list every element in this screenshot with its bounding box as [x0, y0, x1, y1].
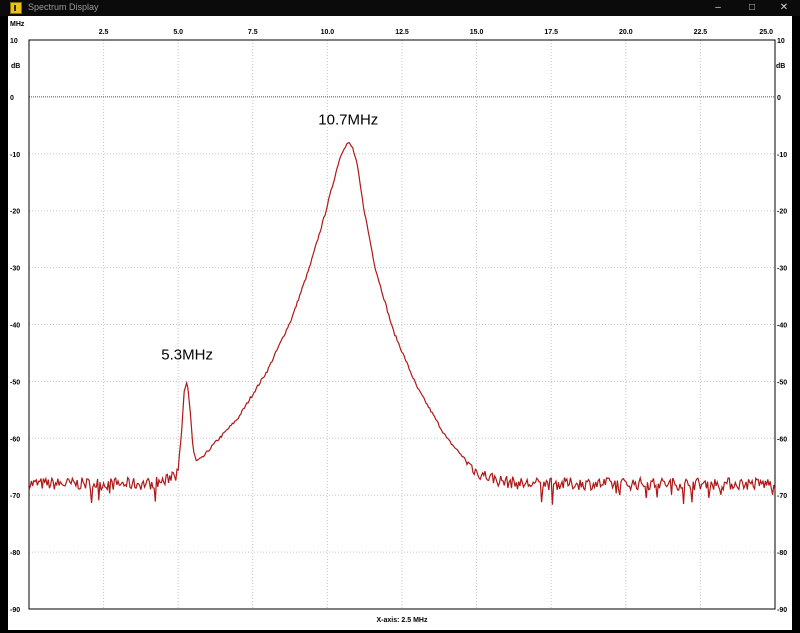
x-unit-label: MHz — [10, 21, 25, 28]
minimize-button[interactable]: – — [715, 2, 721, 13]
y-tick-label-right: -10 — [777, 152, 787, 159]
y-tick-label-right: -40 — [777, 323, 787, 330]
y-tick-label-right: -60 — [777, 436, 787, 443]
peak-annotation: 5.3MHz — [161, 346, 213, 363]
y-unit-label-left: dB — [11, 63, 20, 70]
window-title: Spectrum Display — [28, 2, 99, 12]
y-tick-label-right: -30 — [777, 266, 787, 273]
x-tick-label: 7.5 — [248, 29, 258, 36]
x-tick-label: 10.0 — [321, 29, 335, 36]
x-tick-label: 5.0 — [173, 29, 183, 36]
y-tick-label-left: -20 — [10, 209, 20, 216]
y-tick-label-right: 10 — [777, 38, 785, 45]
peak-annotation: 10.7MHz — [318, 111, 378, 128]
y-tick-label-right: -20 — [777, 209, 787, 216]
plot-frame — [28, 39, 776, 610]
spectrum-trace — [28, 141, 776, 505]
y-tick-label-left: 10 — [10, 38, 18, 45]
annotations: 10.7MHz 5.3MHz — [161, 111, 378, 363]
plot-border — [28, 39, 776, 610]
close-button[interactable]: ✕ — [779, 2, 789, 13]
y-tick-label-left: -90 — [10, 607, 20, 614]
x-tick-label: 2.5 — [99, 29, 109, 36]
axis-labels: 2.5 5.0 7.5 10.0 12.5 15.0 17.5 20.0 22.5 25.0 MHz… — [10, 21, 787, 624]
y-tick-label-left: -80 — [10, 550, 20, 557]
y-tick-label-left: -50 — [10, 379, 20, 386]
y-tick-label-right: -80 — [777, 550, 787, 557]
y-tick-label-left: -70 — [10, 493, 20, 500]
y-tick-label-left: -30 — [10, 266, 20, 273]
title-bar: Spectrum Display – □ ✕ — [0, 0, 800, 16]
x-tick-label: 22.5 — [694, 29, 708, 36]
x-tick-label: 12.5 — [395, 29, 409, 36]
y-tick-label-right: 0 — [777, 95, 781, 102]
y-tick-label-left: -10 — [10, 152, 20, 159]
y-tick-label-right: -90 — [777, 607, 787, 614]
x-tick-label: 25.0 — [759, 29, 773, 36]
plot-background — [8, 16, 792, 630]
y-tick-label-right: -50 — [777, 379, 787, 386]
app-icon[interactable] — [10, 2, 22, 14]
maximize-button[interactable]: □ — [748, 2, 756, 13]
x-tick-label: 20.0 — [619, 29, 633, 36]
x-tick-label: 17.5 — [544, 29, 558, 36]
x-tick-label: 15.0 — [470, 29, 484, 36]
y-tick-label-left: 0 — [10, 95, 14, 102]
y-tick-label-right: -70 — [777, 493, 787, 500]
y-tick-label-left: -60 — [10, 436, 20, 443]
y-unit-label-right: dB — [776, 63, 785, 70]
y-tick-label-left: -40 — [10, 323, 20, 330]
grid — [29, 39, 776, 610]
x-axis-scale-note: X-axis: 2.5 MHz — [377, 617, 428, 624]
